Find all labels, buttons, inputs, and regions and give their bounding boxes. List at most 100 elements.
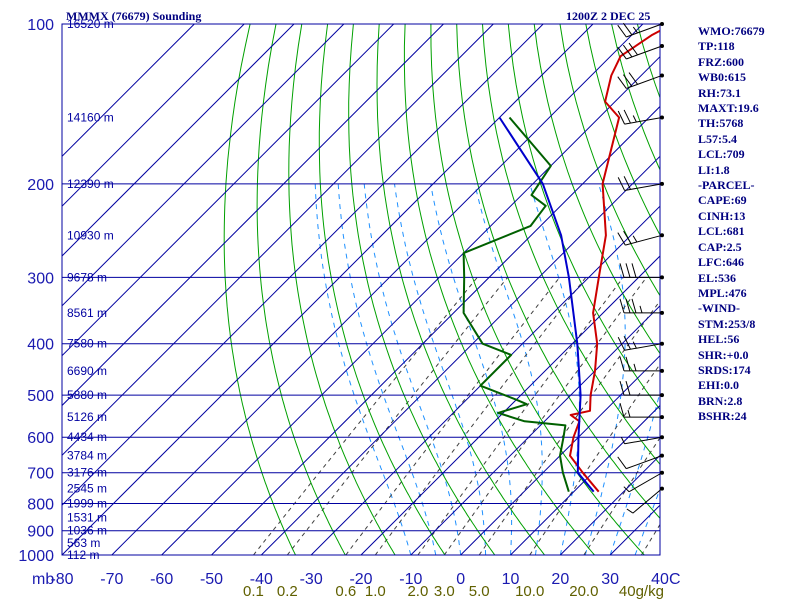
dry-adiabat: [403, 24, 595, 555]
isotherm: [62, 24, 594, 555]
pressure-tick-label: 100: [27, 17, 54, 34]
index-line: CINH:13: [698, 208, 746, 223]
temperature-tick-label: -30: [300, 571, 323, 588]
index-line: LCL:681: [698, 224, 745, 239]
height-label: 3784 m: [67, 449, 107, 463]
x-axis-suffix: C: [669, 571, 681, 588]
index-line: TP:118: [698, 39, 735, 54]
temperature-tick-label: -40: [250, 571, 273, 588]
temperature-tick-label: 40: [651, 571, 669, 588]
wind-barb: [617, 176, 664, 191]
moist-adiabat: [363, 183, 462, 555]
index-line: WMO:76679: [698, 24, 765, 38]
wind-barb: [617, 72, 664, 89]
dry-adiabat: [223, 24, 296, 555]
temperature-tick-labels: mb-80 -70 -60 -50 -40 -30 -20 -10 0 10 20 30 40 C: [32, 571, 681, 588]
isotherm: [62, 24, 395, 357]
isotherm: [510, 404, 660, 555]
moist-adiabat: [394, 183, 487, 555]
height-label: 10930 m: [67, 228, 114, 242]
pressure-tick-label: 600: [27, 430, 54, 447]
index-line: RH:73.1: [698, 85, 741, 100]
isotherm: [62, 24, 444, 407]
isotherm: [161, 55, 660, 555]
height-label: 6690 m: [67, 364, 107, 378]
index-line: -PARCEL-: [698, 178, 755, 193]
height-label: 2545 m: [67, 482, 107, 496]
isotherm: [62, 24, 195, 158]
height-label: 112 m: [67, 548, 99, 562]
index-line: FRZ:600: [698, 54, 744, 69]
mixing-ratio-line: [417, 277, 624, 555]
pressure-tick-label: 1000: [18, 548, 54, 565]
height-label: 12390 m: [67, 177, 114, 191]
height-label: 3176 m: [67, 466, 107, 480]
mixing-ratio-label: 5.0: [469, 583, 490, 600]
index-line: EL:536: [698, 270, 737, 285]
temperature-tick-label: -60: [150, 571, 173, 588]
isotherm: [310, 205, 660, 555]
wind-barb: [623, 470, 664, 493]
temperature-tick-label: -10: [399, 571, 422, 588]
pressure-tick-label: 800: [27, 497, 54, 514]
temperature-tick-label: -50: [200, 571, 223, 588]
isotherm: [62, 24, 345, 307]
mixing-ratio-label: 0.6: [335, 583, 356, 600]
dewpoint-trace: [462, 116, 570, 492]
height-label: 1036 m: [67, 524, 107, 538]
index-line: SHR:+0.0: [698, 347, 749, 362]
index-line: MPL:476: [698, 285, 747, 300]
height-label: 563 m: [67, 536, 100, 550]
height-label: 9678 m: [67, 270, 107, 284]
isotherm: [360, 255, 660, 555]
height-labels: 16520 m 14160 m 12390 m 10930 m 9678 m 8561 m…: [67, 17, 114, 562]
height-label: 1531 m: [67, 511, 107, 525]
dry-adiabat: [533, 24, 660, 355]
mixing-ratio-line: [374, 277, 587, 555]
temperature-tick-label: 20: [551, 571, 569, 588]
mixing-ratio-label: 2.0: [407, 583, 428, 600]
dry-adiabat: [318, 24, 446, 555]
pressure-tick-label: 300: [27, 270, 54, 287]
height-label: 14160 m: [67, 111, 114, 125]
index-line: CAP:2.5: [698, 239, 742, 254]
wind-barb: [617, 453, 664, 470]
parcel-trace: [498, 116, 595, 493]
plot-frame: [61, 23, 661, 556]
isotherm: [211, 105, 660, 555]
wind-barb: [617, 230, 664, 246]
index-line: HEL:56: [698, 332, 740, 347]
mixing-ratio-line: [478, 299, 660, 555]
isotherms: [62, 24, 660, 555]
moist-adiabat: [430, 183, 513, 555]
dry-adiabat: [348, 24, 496, 555]
isotherm: [410, 305, 660, 555]
pressure-tick-label: 900: [27, 524, 54, 541]
isotherm: [62, 24, 245, 207]
wind-barb: [617, 42, 664, 60]
wind-barb: [620, 435, 664, 445]
height-label: 7580 m: [67, 337, 107, 351]
temperature-tick-label: -70: [100, 571, 123, 588]
height-label: 5880 m: [67, 388, 107, 402]
mixing-ratio-line: [345, 277, 560, 555]
index-line: BSHR:24: [698, 409, 747, 424]
mixing-ratio-lines: [253, 277, 660, 555]
temperature-tick-label: 0: [456, 571, 465, 588]
dry-adiabat: [430, 24, 645, 555]
mixing-ratio-label: 20.0: [569, 583, 598, 600]
pressure-tick-label: 500: [27, 388, 54, 405]
index-line: BRN:2.8: [698, 393, 743, 408]
pressure-tick-label: 200: [27, 177, 54, 194]
height-label: 1999 m: [67, 497, 107, 511]
mixing-ratio-line: [253, 277, 478, 555]
isotherm: [559, 454, 660, 555]
dry-adiabat: [256, 24, 346, 555]
indices-panel: WMO:76679 TP:118 FRZ:600 WB0:615 RH:73.1 MAXT…: [698, 24, 798, 425]
mixing-ratio-line: [583, 436, 660, 555]
index-line: TH:5768: [698, 116, 744, 131]
index-line: L57:5.4: [698, 131, 737, 146]
temperature-trace: [569, 29, 660, 493]
x-axis-prefix: mb: [32, 571, 54, 588]
